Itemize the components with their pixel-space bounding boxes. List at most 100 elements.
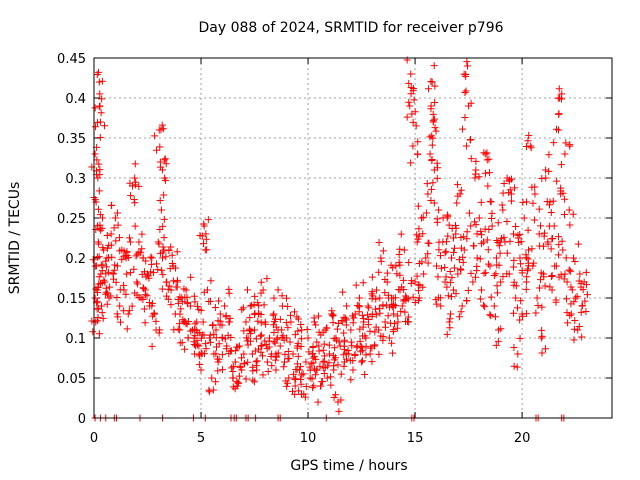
data-point: [132, 178, 140, 186]
data-point: [314, 312, 322, 320]
data-point: [560, 275, 568, 283]
x-tick-label: 0: [90, 431, 98, 446]
data-point: [582, 281, 590, 289]
data-point: [235, 372, 243, 380]
data-point: [297, 380, 305, 388]
data-point: [473, 230, 481, 238]
data-point: [276, 315, 284, 323]
data-point: [424, 190, 432, 198]
data-point: [404, 313, 412, 321]
data-point: [397, 307, 405, 315]
data-point: [272, 366, 280, 374]
data-point: [126, 238, 134, 246]
data-point: [133, 278, 141, 286]
data-point: [389, 328, 397, 336]
data-point: [517, 297, 525, 305]
data-point: [441, 278, 449, 286]
data-point: [224, 331, 232, 339]
data-point: [104, 290, 112, 298]
data-point: [124, 253, 132, 261]
data-point: [156, 143, 164, 151]
data-point: [94, 205, 102, 213]
data-point: [577, 308, 585, 316]
data-point: [561, 195, 569, 203]
data-point: [418, 258, 426, 266]
data-point: [481, 303, 489, 311]
data-point: [143, 292, 151, 300]
data-point: [135, 182, 143, 190]
data-point: [425, 239, 433, 247]
data-point: [331, 344, 339, 352]
data-point: [402, 317, 410, 325]
data-point: [351, 310, 359, 318]
data-point: [571, 317, 579, 325]
data-point: [301, 393, 309, 401]
data-point: [102, 257, 110, 265]
data-point: [393, 324, 401, 332]
data-point: [483, 156, 491, 164]
data-point: [103, 231, 111, 239]
data-point: [407, 159, 415, 167]
data-point: [362, 342, 370, 350]
data-point: [297, 376, 305, 384]
data-point: [291, 331, 299, 339]
data-point: [249, 367, 257, 375]
data-point: [193, 318, 201, 326]
data-point: [97, 109, 105, 117]
data-point: [93, 253, 101, 261]
data-point: [525, 246, 533, 254]
data-point: [471, 273, 479, 281]
data-point: [250, 378, 258, 386]
data-point: [96, 90, 104, 98]
data-point: [493, 289, 501, 297]
data-point: [513, 304, 521, 312]
data-point: [538, 332, 546, 340]
data-point: [325, 359, 333, 367]
data-point: [486, 197, 494, 205]
data-point: [178, 294, 186, 302]
data-point: [477, 227, 485, 235]
data-point: [423, 180, 431, 188]
data-point: [124, 310, 132, 318]
data-point: [174, 325, 182, 333]
data-point: [545, 222, 553, 230]
data-point: [145, 298, 153, 306]
data-point: [93, 317, 101, 325]
data-point: [569, 254, 577, 262]
data-point: [207, 338, 215, 346]
data-point: [219, 366, 227, 374]
data-point: [450, 264, 458, 272]
data-point: [183, 298, 191, 306]
data-point: [381, 276, 389, 284]
data-point: [362, 351, 370, 359]
data-point: [523, 142, 531, 150]
data-point: [173, 248, 181, 256]
data-point: [162, 176, 170, 184]
data-point: [519, 198, 527, 206]
data-point: [206, 331, 214, 339]
data-point: [229, 383, 237, 391]
data-point: [178, 298, 186, 306]
data-point: [555, 110, 563, 118]
data-point: [565, 206, 573, 214]
data-point: [155, 329, 163, 337]
data-point: [456, 265, 464, 273]
data-point: [520, 214, 528, 222]
data-point: [389, 264, 397, 272]
data-point: [415, 287, 423, 295]
data-point: [547, 245, 555, 253]
axis-ticks: 0 0.05 0.1 0.15 0.2 0.25 0.3 0.35 0.4 0.45 0 5 10 15 2…: [57, 52, 612, 446]
data-point: [434, 294, 442, 302]
data-point: [92, 226, 100, 234]
x-tick-label: 5: [197, 431, 205, 446]
data-point: [91, 262, 99, 270]
data-point: [137, 294, 145, 302]
data-point: [578, 333, 586, 341]
data-point: [320, 370, 328, 378]
data-point: [571, 258, 579, 266]
data-point: [97, 226, 105, 234]
data-point: [570, 298, 578, 306]
data-point: [340, 329, 348, 337]
data-point: [207, 277, 215, 285]
data-point: [431, 99, 439, 107]
